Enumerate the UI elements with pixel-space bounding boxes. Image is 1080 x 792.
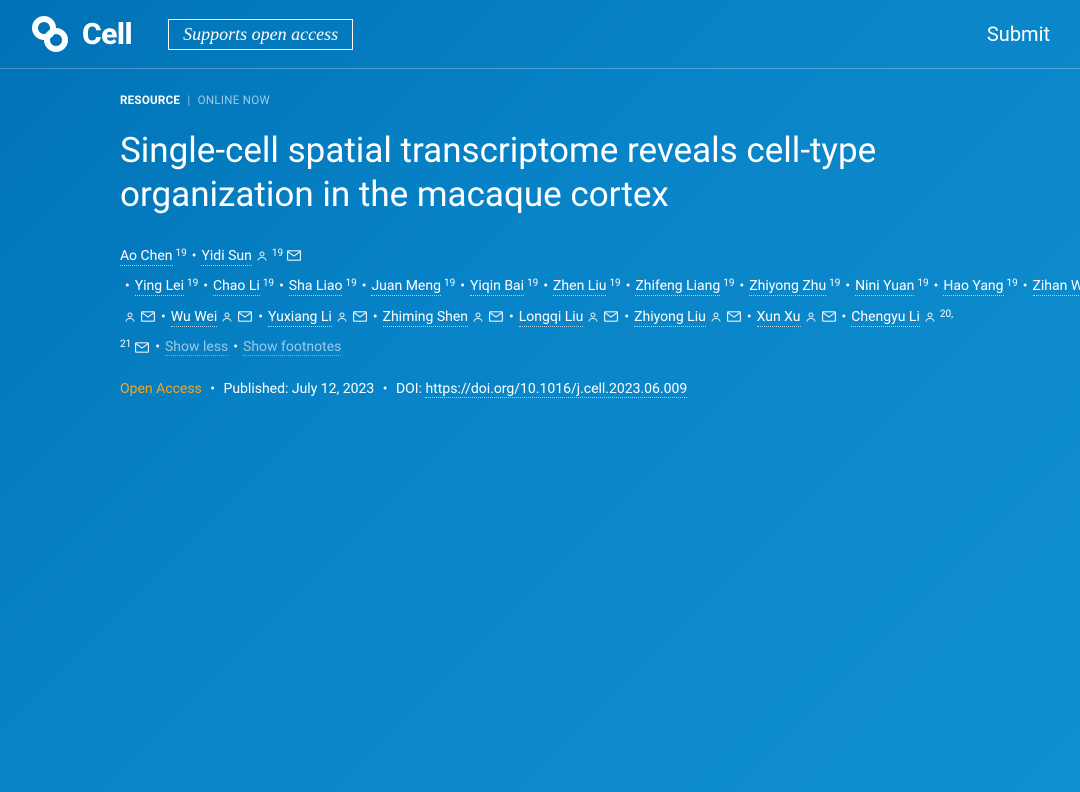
person-icon [472, 311, 484, 323]
author-separator: • [1018, 278, 1033, 294]
author-separator: • [840, 278, 855, 294]
author-separator: • [619, 309, 634, 325]
article-meta: Open Access • Published: July 12, 2023 •… [120, 381, 960, 397]
author-link[interactable]: Chao Li [213, 278, 260, 296]
article-title: Single-cell spatial transcriptome reveal… [120, 129, 950, 217]
affiliation-sup: 19 [524, 278, 538, 289]
mail-icon [135, 342, 149, 353]
person-icon [221, 311, 233, 323]
author-link[interactable]: Yiqin Bai [470, 278, 524, 296]
person-icon [587, 311, 599, 323]
author-link[interactable]: Wu Wei [171, 309, 218, 327]
meta-doi-label: DOI: [396, 381, 422, 397]
person-icon [124, 311, 136, 323]
show-footnotes-link[interactable]: Show footnotes [243, 339, 341, 356]
author-separator: • [253, 309, 268, 325]
person-icon [710, 311, 722, 323]
tag-separator: | [183, 93, 194, 107]
affiliation-sup: 19 [441, 278, 455, 289]
author-separator: • [198, 278, 213, 294]
submit-link[interactable]: Submit [987, 22, 1050, 46]
person-icon [256, 250, 268, 262]
author-list: Ao Chen19•Yidi Sun19•Ying Lei19•Chao Li1… [120, 241, 960, 363]
author-separator: • [150, 339, 165, 355]
author-link[interactable]: Yuxiang Li [268, 309, 332, 327]
author-link[interactable]: Zihan Wu [1033, 278, 1080, 296]
author-link[interactable]: Nini Yuan [855, 278, 914, 296]
person-icon [805, 311, 817, 323]
author-link[interactable]: Zhen Liu [553, 278, 606, 296]
affiliation-sup: 19 [269, 248, 283, 259]
author-separator: • [120, 278, 135, 294]
article-tags: RESOURCE | ONLINE NOW [120, 93, 960, 107]
mail-icon [727, 311, 741, 322]
mail-icon [141, 311, 155, 322]
affiliation-sup: 19 [1004, 278, 1018, 289]
author-separator: • [621, 278, 636, 294]
author-separator: • [228, 339, 243, 355]
author-separator: • [455, 278, 470, 294]
affiliation-sup: 19 [826, 278, 840, 289]
author-link[interactable]: Zhiming Shen [383, 309, 468, 327]
author-separator: • [504, 309, 519, 325]
brand-name: Cell [82, 17, 132, 52]
tag-resource: RESOURCE [120, 93, 180, 107]
mail-icon [489, 311, 503, 322]
mail-icon [353, 311, 367, 322]
open-access-badge[interactable]: Supports open access [168, 19, 353, 50]
person-icon [336, 311, 348, 323]
show-less-link[interactable]: Show less [165, 339, 228, 356]
author-separator: • [274, 278, 289, 294]
meta-published-date: July 12, 2023 [292, 381, 374, 397]
brand-logo[interactable]: Cell [30, 14, 132, 54]
article-content: RESOURCE | ONLINE NOW Single-cell spatia… [0, 69, 1080, 417]
author-link[interactable]: Sha Liao [289, 278, 343, 296]
mail-icon [822, 311, 836, 322]
author-separator: • [929, 278, 944, 294]
mail-icon [238, 311, 252, 322]
affiliation-sup: 19 [342, 278, 356, 289]
author-separator: • [742, 309, 757, 325]
meta-open-access: Open Access [120, 381, 202, 397]
author-link[interactable]: Xun Xu [757, 309, 801, 327]
author-separator: • [368, 309, 383, 325]
author-separator: • [156, 309, 171, 325]
author-separator: • [357, 278, 372, 294]
author-separator: • [538, 278, 553, 294]
author-link[interactable]: Yidi Sun [201, 248, 251, 266]
author-separator: • [735, 278, 750, 294]
author-separator: • [837, 309, 852, 325]
affiliation-sup: 19 [260, 278, 274, 289]
affiliation-sup: 19 [606, 278, 620, 289]
tag-online-now: ONLINE NOW [198, 93, 270, 107]
affiliation-sup: 19 [720, 278, 734, 289]
affiliation-sup: 19 [173, 248, 187, 259]
author-link[interactable]: Zhifeng Liang [635, 278, 720, 296]
author-link[interactable]: Ao Chen [120, 248, 173, 266]
cell-logo-icon [30, 14, 70, 54]
author-link[interactable]: Zhiyong Liu [634, 309, 706, 327]
author-link[interactable]: Juan Meng [371, 278, 441, 296]
author-separator: • [187, 248, 202, 264]
person-icon [924, 311, 936, 323]
author-link[interactable]: Chengyu Li [851, 309, 920, 327]
site-header: Cell Supports open access Submit [0, 0, 1080, 69]
affiliation-sup: 19 [914, 278, 928, 289]
mail-icon [604, 311, 618, 322]
affiliation-sup: 19 [184, 278, 198, 289]
author-link[interactable]: Hao Yang [943, 278, 1003, 296]
author-link[interactable]: Ying Lei [135, 278, 184, 296]
mail-icon [287, 250, 301, 261]
author-link[interactable]: Longqi Liu [519, 309, 584, 327]
meta-doi-link[interactable]: https://doi.org/10.1016/j.cell.2023.06.0… [425, 381, 687, 398]
meta-published-label: Published: [224, 381, 289, 397]
author-link[interactable]: Zhiyong Zhu [749, 278, 826, 296]
